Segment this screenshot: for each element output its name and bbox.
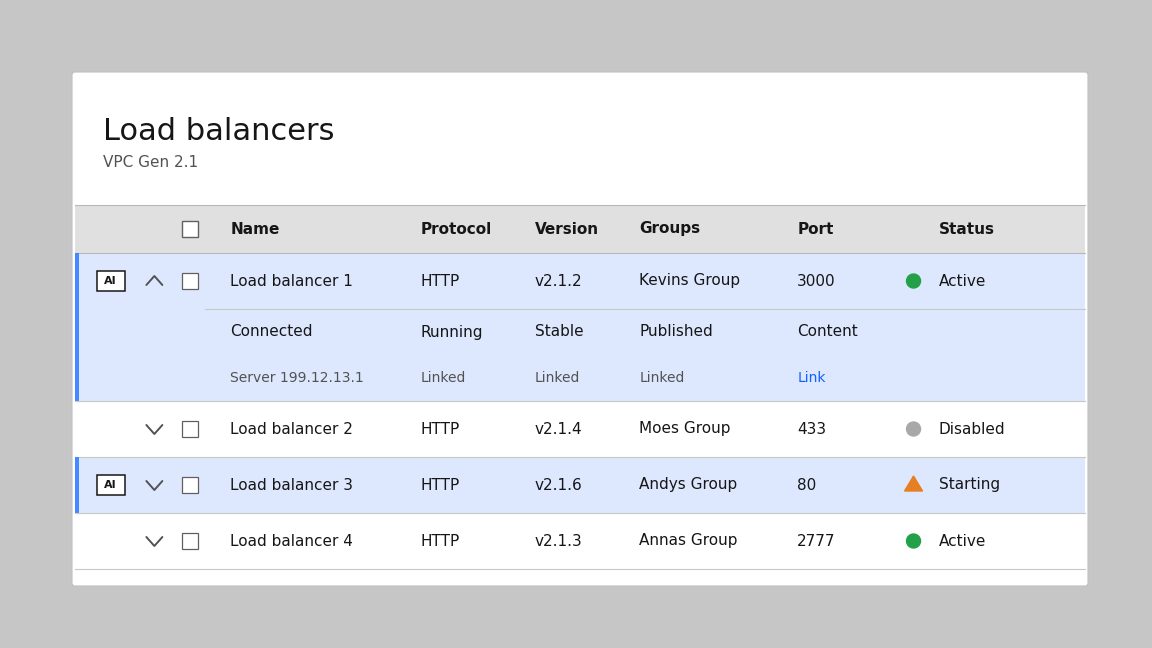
- Bar: [182, 221, 198, 237]
- Bar: [182, 533, 198, 549]
- Text: Linked: Linked: [639, 371, 684, 385]
- Text: Starting: Starting: [939, 478, 1000, 492]
- Text: AI: AI: [105, 276, 116, 286]
- Text: Status: Status: [939, 222, 995, 237]
- Text: Andys Group: Andys Group: [639, 478, 737, 492]
- Circle shape: [907, 422, 920, 436]
- Text: Load balancer 2: Load balancer 2: [230, 421, 354, 437]
- Bar: [97, 271, 124, 291]
- Circle shape: [907, 274, 920, 288]
- Text: Name: Name: [230, 222, 280, 237]
- Bar: [75, 253, 1085, 401]
- Text: Load balancer 4: Load balancer 4: [230, 533, 354, 548]
- Text: Active: Active: [939, 273, 986, 288]
- Text: VPC Gen 2.1: VPC Gen 2.1: [103, 155, 198, 170]
- Text: HTTP: HTTP: [420, 273, 460, 288]
- FancyBboxPatch shape: [71, 72, 1087, 586]
- Text: HTTP: HTTP: [420, 421, 460, 437]
- Text: v2.1.6: v2.1.6: [535, 478, 582, 492]
- Bar: [75, 401, 1085, 457]
- Bar: [182, 421, 198, 437]
- Polygon shape: [904, 476, 923, 491]
- Text: Link: Link: [797, 371, 826, 385]
- Text: Groups: Groups: [639, 222, 700, 237]
- Bar: [182, 273, 198, 289]
- Text: 80: 80: [797, 478, 817, 492]
- Text: HTTP: HTTP: [420, 478, 460, 492]
- Bar: [75, 205, 1085, 253]
- Text: AI: AI: [105, 480, 116, 490]
- Circle shape: [907, 534, 920, 548]
- Text: Load balancer 3: Load balancer 3: [230, 478, 354, 492]
- Text: Port: Port: [797, 222, 834, 237]
- Bar: [97, 475, 124, 495]
- Text: Load balancer 1: Load balancer 1: [230, 273, 354, 288]
- Text: Disabled: Disabled: [939, 421, 1006, 437]
- Text: v2.1.3: v2.1.3: [535, 533, 582, 548]
- Text: 2777: 2777: [797, 533, 835, 548]
- Text: Linked: Linked: [535, 371, 579, 385]
- Text: Kevins Group: Kevins Group: [639, 273, 741, 288]
- Text: Content: Content: [797, 325, 858, 340]
- Text: Published: Published: [639, 325, 713, 340]
- Bar: [182, 477, 198, 493]
- Text: Annas Group: Annas Group: [639, 533, 738, 548]
- Text: Linked: Linked: [420, 371, 465, 385]
- Text: 3000: 3000: [797, 273, 836, 288]
- Text: Protocol: Protocol: [420, 222, 492, 237]
- Text: HTTP: HTTP: [420, 533, 460, 548]
- Bar: [75, 457, 1085, 513]
- Text: Connected: Connected: [230, 325, 313, 340]
- Text: v2.1.2: v2.1.2: [535, 273, 582, 288]
- Text: Running: Running: [420, 325, 483, 340]
- Text: Server 199.12.13.1: Server 199.12.13.1: [230, 371, 364, 385]
- Text: v2.1.4: v2.1.4: [535, 421, 582, 437]
- Text: Version: Version: [535, 222, 599, 237]
- Bar: [75, 513, 1085, 569]
- Text: Stable: Stable: [535, 325, 583, 340]
- Text: 433: 433: [797, 421, 826, 437]
- Text: Load balancers: Load balancers: [103, 117, 334, 146]
- Text: Active: Active: [939, 533, 986, 548]
- Text: Moes Group: Moes Group: [639, 421, 730, 437]
